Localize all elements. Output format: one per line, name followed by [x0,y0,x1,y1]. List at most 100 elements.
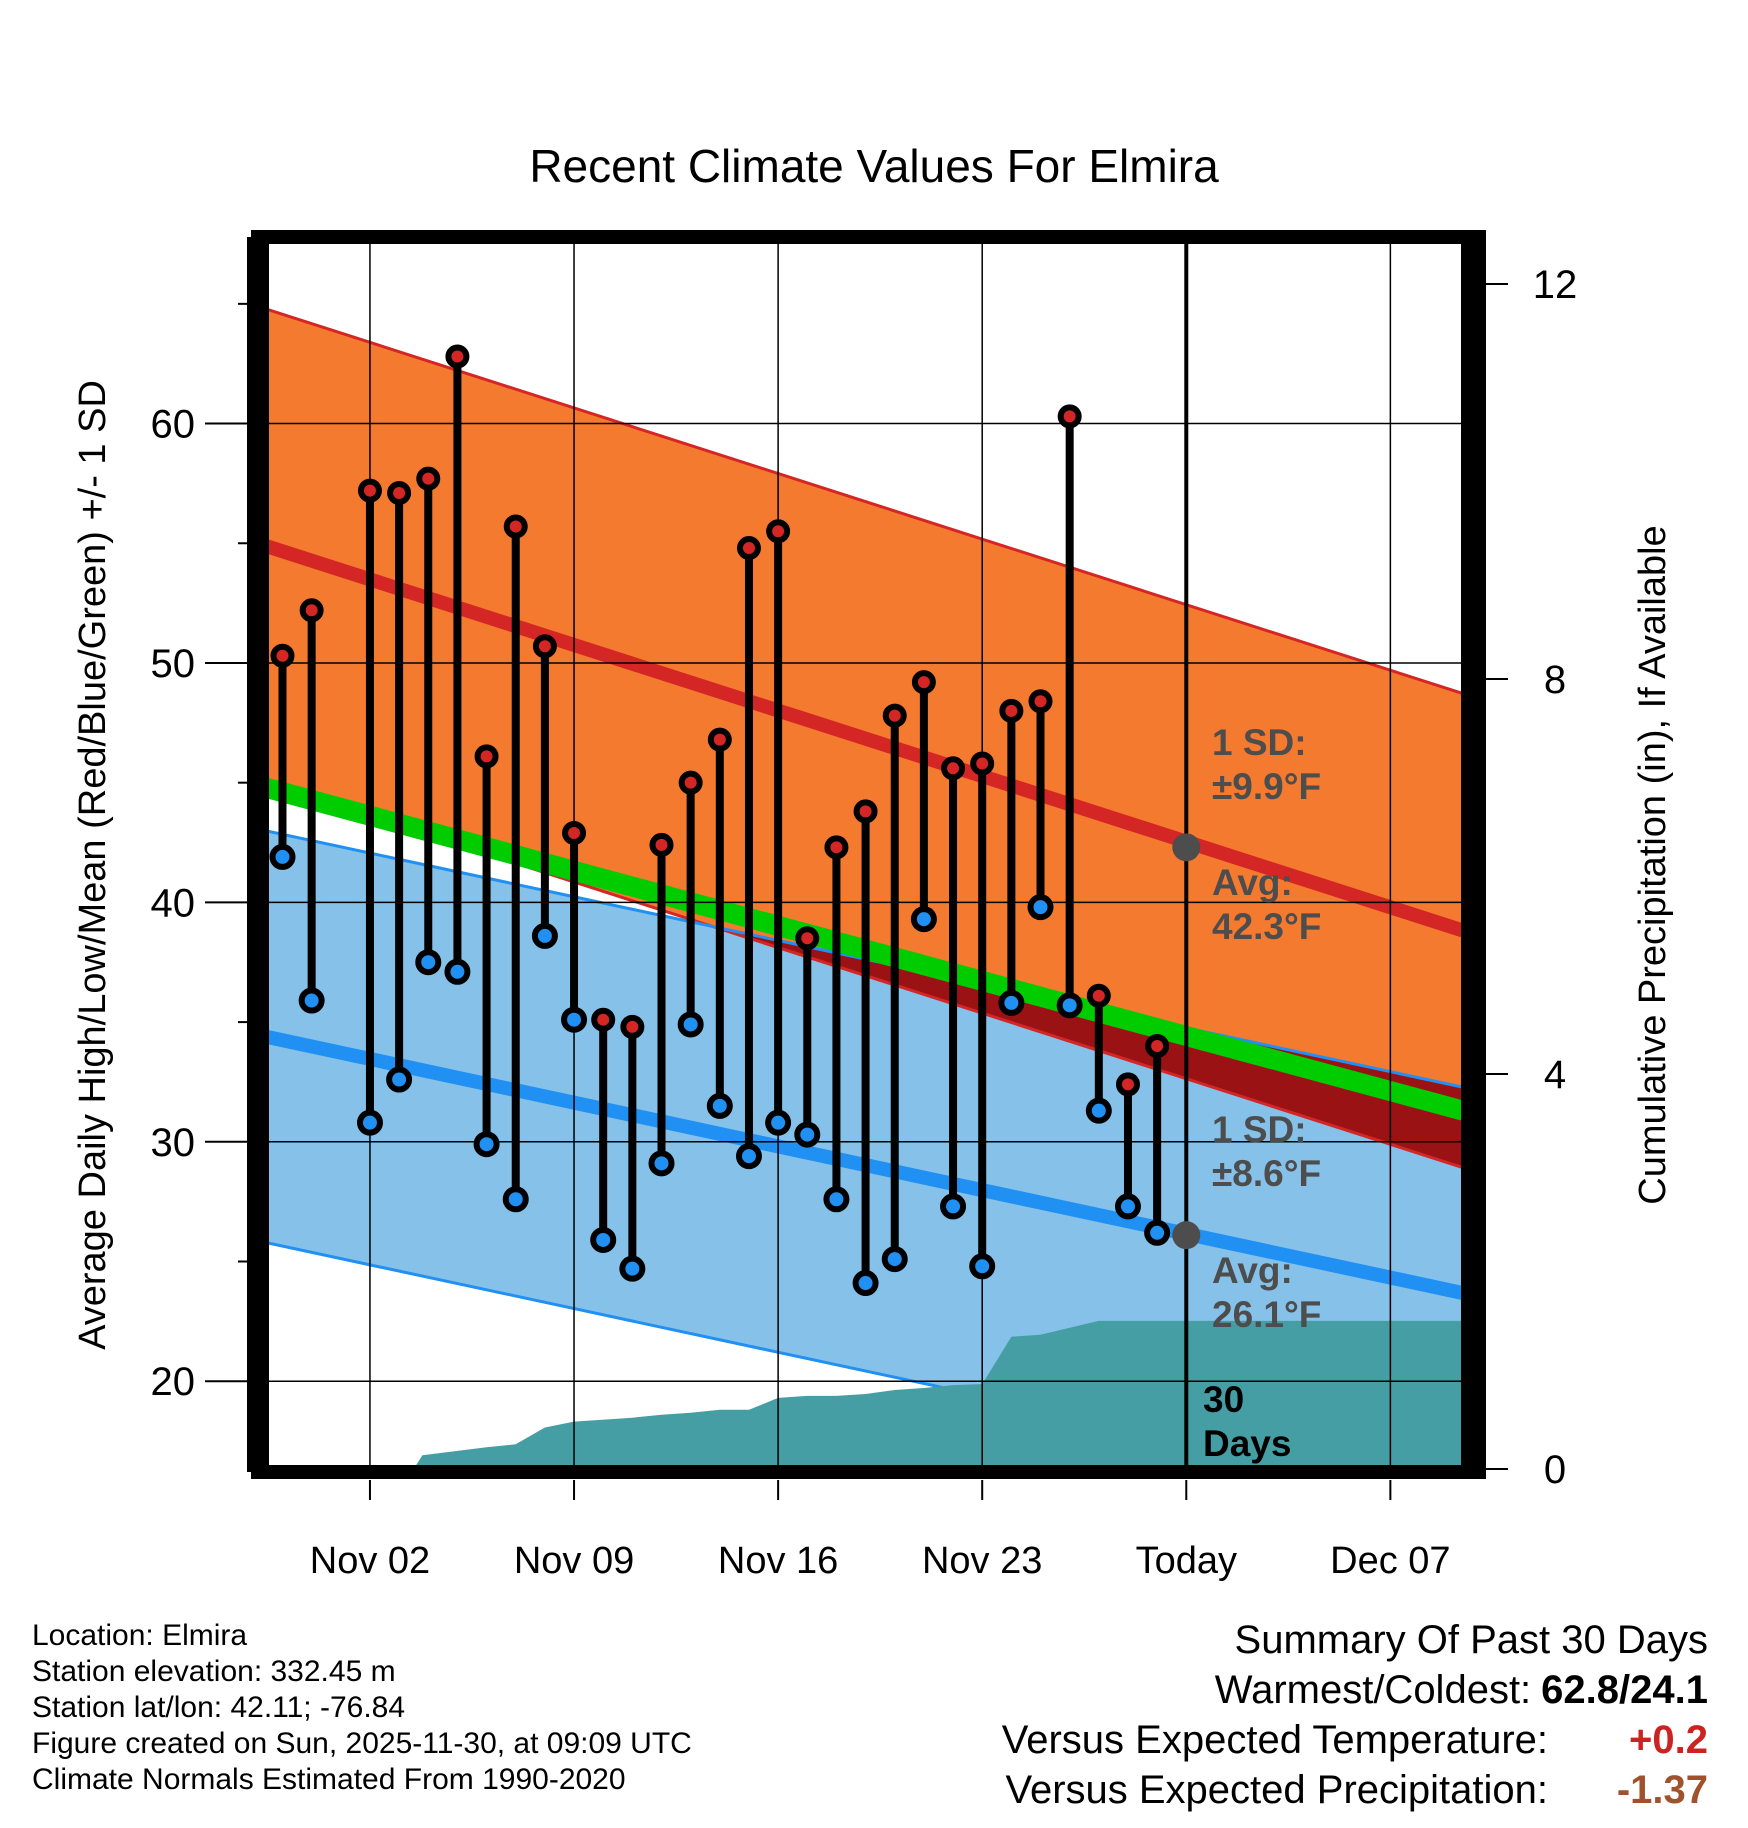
high-temp-point [911,670,936,695]
low-temp-point [648,1150,675,1177]
climate-chart: 20 30 40 50 60 0 4 8 12 Nov 02 Nov 09 Nov 16 Nov 23 T… [72,140,1674,1582]
low-temp-point [473,1131,500,1158]
normals-text: Climate Normals Estimated From 1990-2020 [32,1763,626,1796]
warm-cold-value: 62.8/24.1 [1541,1668,1708,1712]
high-avg-annotation: Avg: 42.3°F [1212,862,1321,947]
summary-temp-row: Versus Expected Temperature: +0.2 [1002,1715,1708,1765]
high-temp-point [1145,1034,1170,1059]
high-sd-annotation: 1 SD: ±9.9°F [1212,722,1321,807]
high-temp-point [853,799,878,824]
high-temp-point [416,466,441,491]
x-tick-label: Today [1136,1540,1237,1582]
low-temp-point [677,1011,704,1038]
low-temp-point [706,1092,733,1119]
high-temp-point [1057,404,1082,429]
location-text: Location: Elmira [32,1619,248,1652]
low-temp-point [502,1186,529,1213]
summary-precip-row: Versus Expected Precipitation: -1.37 [1002,1765,1708,1815]
high-temp-point [707,727,732,752]
warm-cold-label: Warmest/Coldest: [1214,1668,1532,1712]
y-tick-label: 40 [151,881,196,925]
x-tick-label: Nov 16 [718,1540,838,1582]
today-low-avg-marker [1172,1221,1201,1250]
high-temp-point [882,703,907,728]
low-temp-point [735,1143,762,1170]
right-tick-label: 4 [1544,1053,1566,1097]
precip-value: -1.37 [1616,1768,1708,1812]
station-info: Location: Elmira Station elevation: 332.… [32,1618,692,1798]
low-temp-point [444,958,471,985]
temp-label: Versus Expected Temperature: [1001,1718,1548,1762]
low-temp-point [415,949,442,976]
y-tick-label: 60 [151,403,196,447]
low-temp-point [765,1109,792,1136]
low-temp-point [823,1186,850,1213]
x-tick-label: Nov 23 [922,1540,1042,1582]
right-tick-label: 0 [1544,1448,1566,1492]
chart-title: Recent Climate Values For Elmira [529,140,1219,192]
low-sd-annotation: 1 SD: ±8.6°F [1212,1109,1321,1194]
precip-label: Versus Expected Precipitation: [1005,1768,1548,1812]
temp-value: +0.2 [1629,1718,1708,1762]
high-temp-point [532,634,557,659]
latlon-text: Station lat/lon: 42.11; -76.84 [32,1691,406,1724]
low-temp-point [1144,1219,1171,1246]
high-temp-point [970,751,995,776]
y-tick-label: 50 [151,642,196,686]
low-temp-point [298,987,325,1014]
low-temp-point [531,922,558,949]
low-temp-point [619,1255,646,1282]
high-temp-point [1115,1072,1140,1097]
high-temp-point [795,926,820,951]
high-temp-point [678,770,703,795]
high-temp-point [736,536,761,561]
y-tick-label: 30 [151,1121,196,1165]
high-temp-point [766,519,791,544]
high-avg-line [265,538,1472,941]
days-annotation: 30 Days [1203,1379,1291,1464]
low-temp-point [561,1006,588,1033]
low-temp-point [940,1193,967,1220]
today-high-avg-marker [1172,833,1201,862]
high-temp-point [357,478,382,503]
low-temp-point [269,843,296,870]
low-temp-point [852,1270,879,1297]
low-temp-point [386,1066,413,1093]
low-temp-point [590,1226,617,1253]
low-temp-point [794,1121,821,1148]
low-temp-point [1027,894,1054,921]
plot-area [265,244,1472,1465]
low-temp-point [881,1246,908,1273]
high-temp-point [503,514,528,539]
high-temp-point [941,756,966,781]
y-tick-label: 20 [151,1360,196,1404]
high-temp-point [270,643,295,668]
low-temp-point [1056,992,1083,1019]
low-avg-annotation: Avg: 26.1°F [1212,1250,1321,1335]
summary-title: Summary Of Past 30 Days [1234,1618,1708,1662]
low-temp-point [356,1109,383,1136]
high-temp-point [1028,689,1053,714]
high-temp-point [445,344,470,369]
high-temp-point [649,832,674,857]
summary-panel: Summary Of Past 30 Days Warmest/Coldest:… [1002,1615,1708,1815]
x-tick-label: Nov 02 [310,1540,430,1582]
summary-warm-cold-row: Warmest/Coldest: 62.8/24.1 [1002,1665,1708,1715]
high-temp-point [591,1007,616,1032]
created-text: Figure created on Sun, 2025-11-30, at 09… [32,1727,692,1760]
high-temp-point [474,744,499,769]
right-tick-label: 12 [1533,263,1578,307]
high-temp-point [999,698,1024,723]
precip-area [416,1320,1472,1465]
low-temp-point [998,989,1025,1016]
x-tick-label: Dec 07 [1330,1540,1450,1582]
high-temp-point [299,598,324,623]
y-axis-label-right: Cumulative Precipitation (in), If Availa… [1632,525,1674,1204]
low-temp-point [969,1253,996,1280]
low-temp-point [1114,1193,1141,1220]
right-tick-label: 8 [1544,658,1566,702]
high-upper-edge [265,307,1472,698]
high-temp-point [562,820,587,845]
y-axis-label-left: Average Daily High/Low/Mean (Red/Blue/Gr… [72,380,114,1350]
high-temp-point [387,480,412,505]
